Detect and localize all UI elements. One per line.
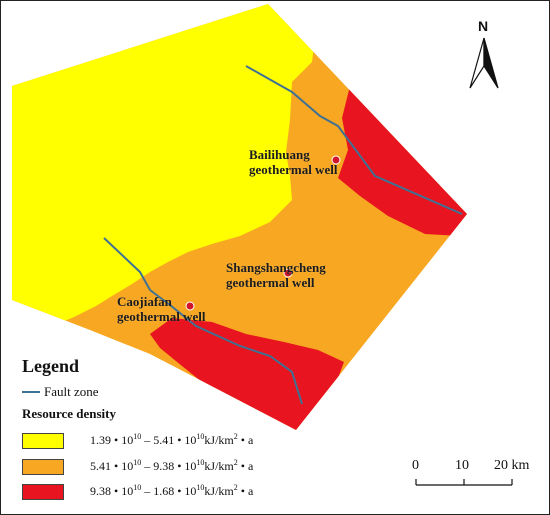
north-arrow-icon [469,37,499,89]
well-name-line2: geothermal well [117,309,206,324]
well-label-shangshangcheng: Shangshangcheng geothermal well [226,260,326,290]
well-marker-shangshangcheng[interactable] [283,268,293,278]
legend-range-high: 9.38 • 1010 – 1.68 • 1010kJ/km2 • a [90,483,254,498]
scale-tick-0: 0 [412,458,419,473]
legend-range-low: 1.39 • 1010 – 5.41 • 1010kJ/km2 • a [90,432,254,447]
well-name-line2: geothermal well [226,275,315,290]
zone-high-sw [150,318,344,430]
well-marker-bailihuang[interactable] [331,155,341,165]
fault-zone-south [103,237,303,405]
fault-zone-north [245,65,463,215]
well-name-line2: geothermal well [249,162,338,177]
legend-fault-label: Fault zone [44,384,99,399]
zone-high-ne [338,86,467,236]
well-name-line1: Shangshangcheng [226,260,326,275]
well-name-line1: Caojiafan [117,294,172,309]
legend-swatch-medium [22,459,64,475]
well-label-bailihuang: Bailihuang geothermal well [249,147,337,177]
legend-swatch-high [22,484,64,500]
legend-swatch-low [22,433,64,449]
zone-low [12,4,320,340]
scale-tick-10: 10 [455,458,469,473]
well-label-caojiafan: Caojiafan geothermal well [117,294,205,324]
legend-title: Legend [22,356,80,376]
north-label: N [478,18,489,34]
scale-bar [415,479,513,486]
well-marker-caojiafan[interactable] [185,301,195,311]
scale-tick-20: 20 km [494,458,530,473]
legend-range-medium: 5.41 • 1010 – 9.38 • 1010kJ/km2 • a [90,458,254,473]
well-name-line1: Bailihuang [249,147,310,162]
legend-density-title: Resource density [22,406,117,421]
